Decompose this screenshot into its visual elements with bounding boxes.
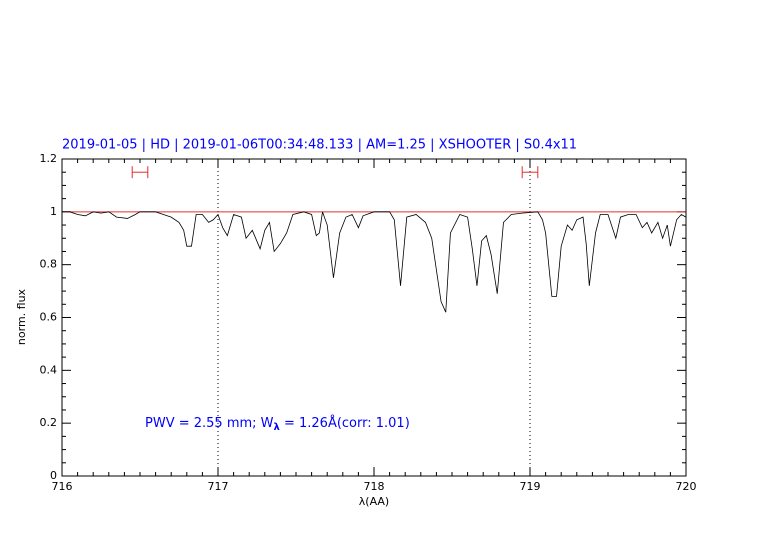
y-tick-label: 1: [50, 205, 57, 218]
range-marker: [131, 166, 149, 179]
range-marker: [521, 166, 539, 179]
annotation: PWV = 2.55 mm; Wλ = 1.26Å(corr: 1.01): [145, 415, 410, 434]
y-tick-label: 0.6: [40, 311, 58, 324]
y-tick-label: 0.2: [40, 416, 58, 429]
y-tick-label: 0.4: [40, 363, 58, 376]
y-axis-label: norm. flux: [15, 288, 28, 345]
plot-frame: [61, 158, 687, 477]
y-tick-label: 0: [50, 469, 57, 482]
x-tick-label: 719: [520, 480, 541, 493]
y-tick-label: 0.8: [40, 258, 58, 271]
x-axis-label: λ(AA): [359, 495, 389, 508]
chart-title: 2019-01-05 | HD | 2019-01-06T00:34:48.13…: [62, 138, 577, 153]
annotation-subscript: λ: [274, 422, 281, 433]
x-tick-label: 720: [676, 480, 697, 493]
annotation-text: PWV = 2.55 mm; W: [145, 416, 274, 431]
spectrum-line: [62, 211, 687, 313]
x-tick-label: 718: [364, 480, 385, 493]
annotation-text: = 1.26Å(corr: 1.01): [280, 415, 410, 431]
x-tick-label: 716: [52, 480, 73, 493]
y-tick-label: 1.2: [40, 152, 58, 165]
x-tick-label: 717: [208, 480, 229, 493]
